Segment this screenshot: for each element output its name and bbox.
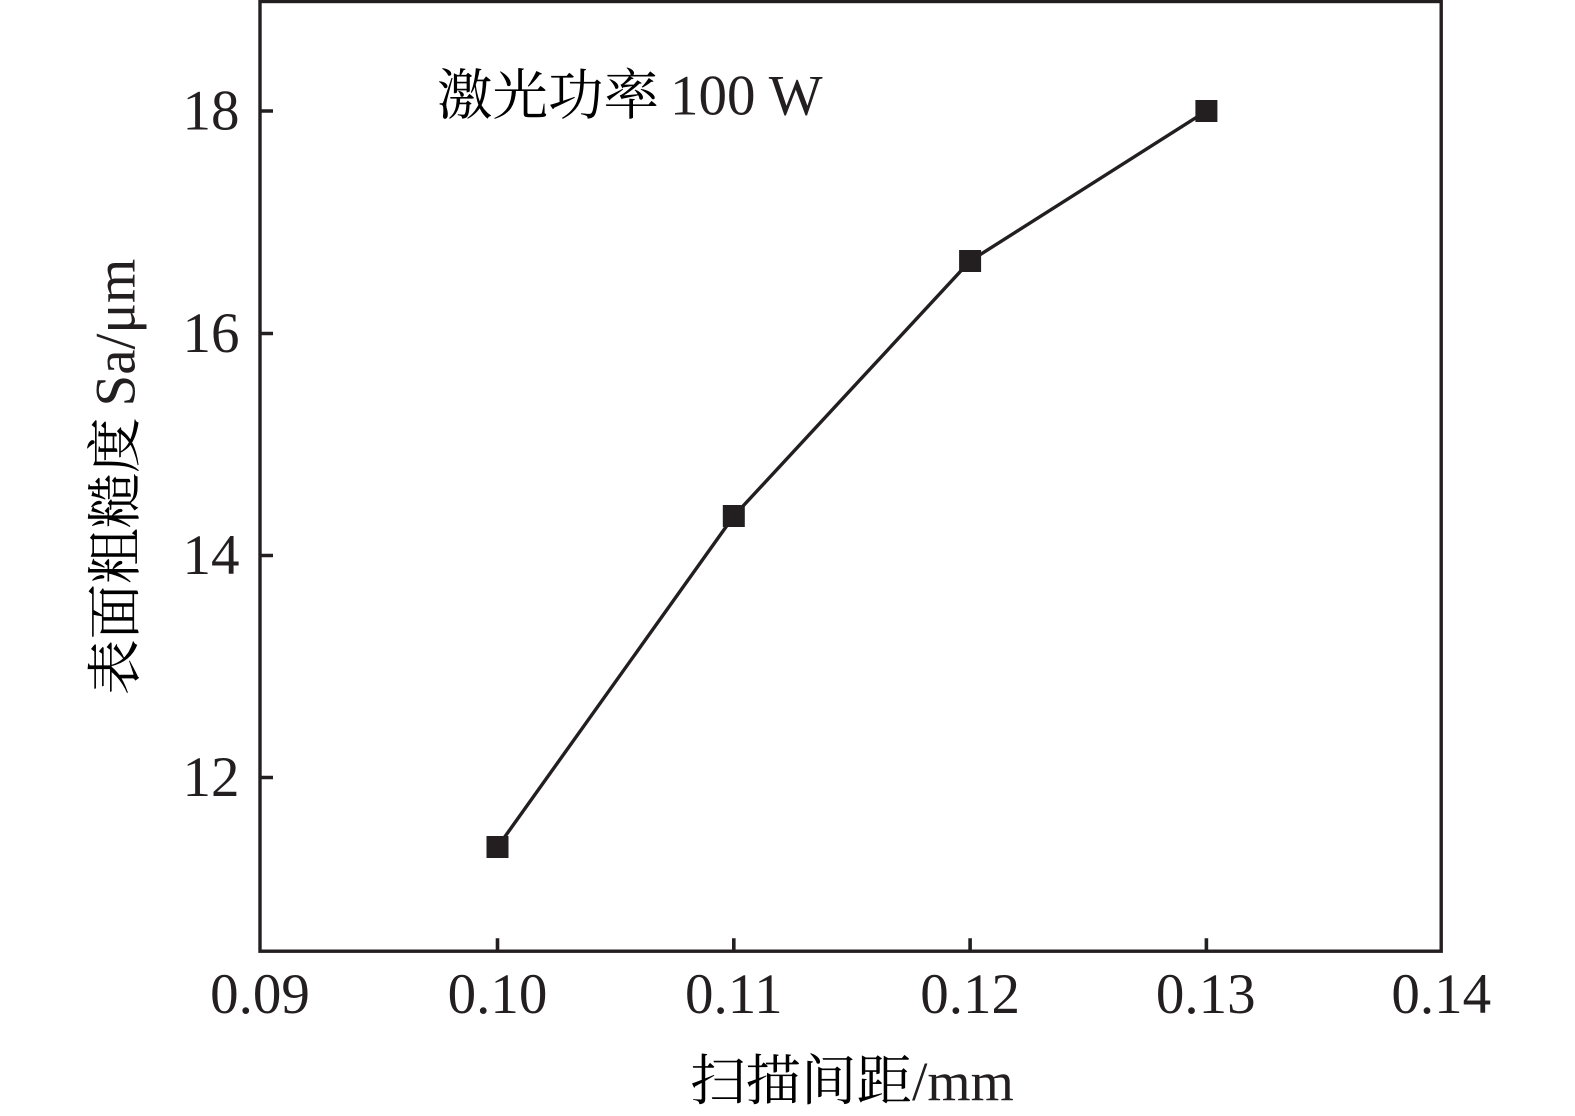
svg-text:0.11: 0.11	[685, 963, 783, 1026]
svg-text:0.09: 0.09	[210, 963, 310, 1026]
svg-text:/mm: /mm	[912, 1052, 1014, 1113]
svg-text:Sa/μm: Sa/μm	[84, 259, 147, 407]
svg-text:0.13: 0.13	[1156, 963, 1256, 1026]
svg-text:0.14: 0.14	[1391, 963, 1491, 1026]
svg-text:0.10: 0.10	[448, 963, 548, 1026]
svg-text:14: 14	[183, 524, 240, 587]
svg-text:18: 18	[183, 80, 240, 143]
svg-text:16: 16	[183, 302, 240, 365]
svg-text:100 W: 100 W	[670, 65, 823, 128]
svg-text:0.12: 0.12	[920, 963, 1020, 1026]
svg-text:12: 12	[183, 746, 240, 809]
